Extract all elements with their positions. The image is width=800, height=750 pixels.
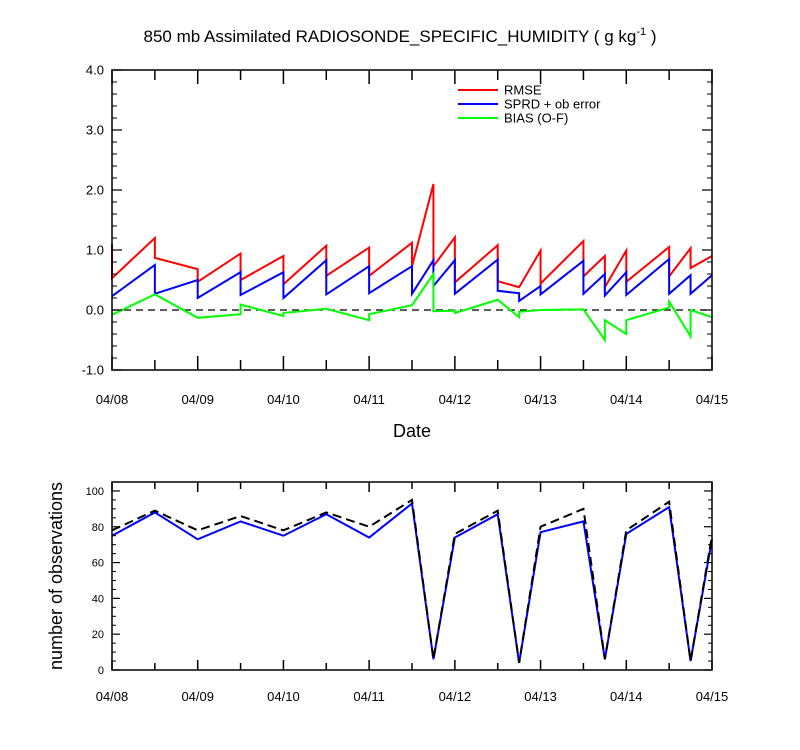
bottom-series-group [111, 498, 713, 664]
x-tick-label: 04/14 [610, 392, 643, 407]
x-tick-label: 04/10 [267, 689, 300, 704]
x-tick-label: 04/11 [353, 689, 385, 704]
series-line-observations-used [111, 501, 713, 664]
bottom-axes: 0 20 40 60 80 100 04/08 04/09 04/10 04/11 04/12 04/… [86, 481, 729, 704]
y-tick-label: 40 [92, 593, 104, 605]
top-series-group [111, 183, 713, 344]
x-tick-label: 04/15 [696, 392, 729, 407]
y-tick-label: 2.0 [86, 183, 104, 198]
series-line-observations-possible [111, 498, 713, 663]
series-line-bias-o-f [111, 270, 713, 344]
y-tick-label: 4.0 [86, 63, 104, 78]
y-tick-label: 1.0 [86, 243, 104, 258]
x-tick-label: 04/11 [353, 392, 385, 407]
bottom-chart: 0 20 40 60 80 100 04/08 04/09 04/10 04/11 04/12 04/… [46, 481, 729, 704]
series-line-rmse [111, 183, 713, 291]
legend-label: SPRD + ob error [504, 97, 601, 112]
top-axes: -1.0 0.0 1.0 2.0 3.0 4.0 04/08 04/09 04/10 04/11 0… [82, 63, 729, 408]
x-tick-label: 04/13 [524, 392, 557, 407]
x-tick-label: 04/12 [439, 392, 472, 407]
legend-label: BIAS (O-F) [504, 111, 568, 126]
y-tick-label: -1.0 [82, 363, 104, 378]
top-x-axis-label: Date [393, 421, 431, 441]
x-tick-label: 04/09 [181, 689, 214, 704]
x-tick-label: 04/09 [181, 392, 214, 407]
top-chart: 850 mb Assimilated RADIOSONDE_SPECIFIC_H… [82, 26, 729, 441]
y-tick-label: 100 [86, 486, 104, 498]
x-tick-label: 04/15 [696, 689, 729, 704]
y-tick-label: 0 [98, 665, 104, 677]
y-tick-label: 20 [92, 629, 104, 641]
chart-title: 850 mb Assimilated RADIOSONDE_SPECIFIC_H… [144, 26, 657, 46]
y-tick-label: 80 [92, 522, 104, 534]
x-tick-label: 04/08 [96, 392, 129, 407]
legend-label: RMSE [504, 83, 542, 98]
x-tick-label: 04/10 [267, 392, 300, 407]
x-tick-label: 04/14 [610, 689, 643, 704]
y-tick-label: 60 [92, 558, 104, 570]
bottom-y-axis-label: number of observations [46, 482, 66, 670]
y-tick-label: 0.0 [86, 303, 104, 318]
series-line-sprd-ob-error [111, 256, 713, 303]
x-tick-label: 04/13 [524, 689, 557, 704]
y-tick-label: 3.0 [86, 123, 104, 138]
x-tick-label: 04/08 [96, 689, 129, 704]
x-tick-label: 04/12 [439, 689, 472, 704]
top-plot-frame [111, 69, 713, 371]
